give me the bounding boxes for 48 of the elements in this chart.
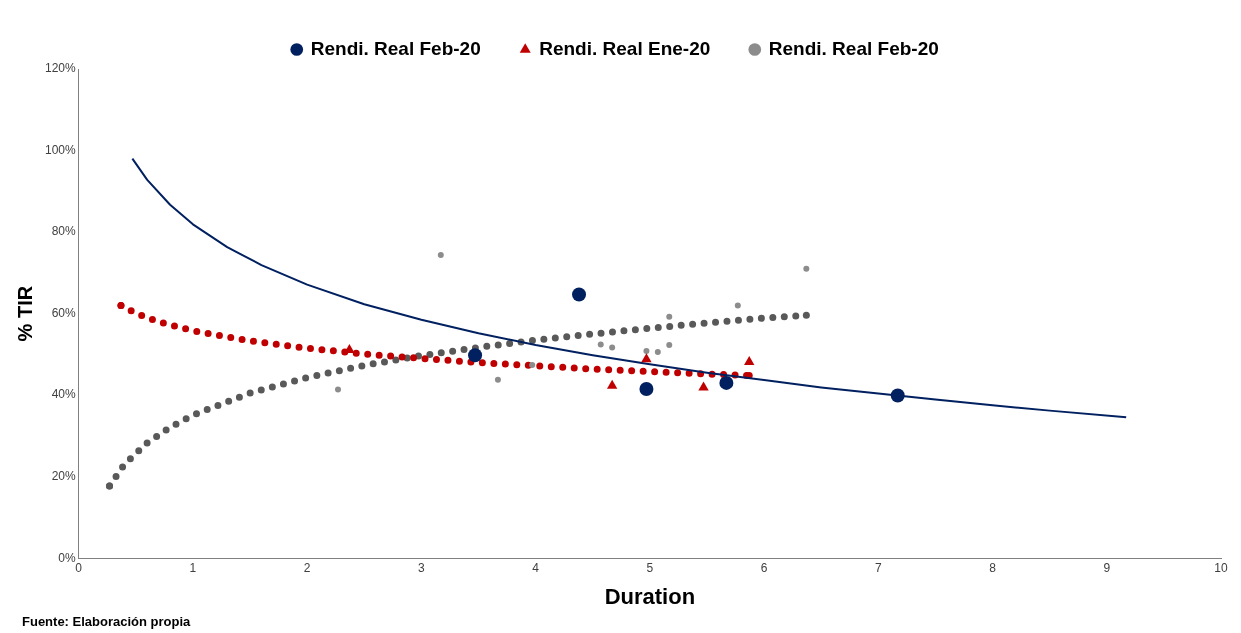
y-tick-label: 20% bbox=[51, 468, 77, 483]
y-tick-label: 120% bbox=[44, 61, 77, 76]
point bbox=[890, 388, 905, 403]
y-tick-label: 80% bbox=[51, 224, 77, 239]
point bbox=[335, 386, 341, 393]
point bbox=[106, 482, 114, 490]
point bbox=[734, 302, 741, 309]
point bbox=[666, 313, 673, 320]
x-tick-label: 8 bbox=[989, 560, 997, 575]
legend-label: Rendi. Real Feb-20 bbox=[768, 37, 939, 59]
point bbox=[698, 381, 709, 391]
point bbox=[117, 301, 125, 309]
source-note: Fuente: Elaboración propia bbox=[22, 614, 192, 630]
y-tick-label: 60% bbox=[51, 305, 77, 320]
point bbox=[641, 353, 652, 363]
y-tick-label: 0% bbox=[58, 550, 77, 565]
point bbox=[803, 265, 810, 272]
point bbox=[437, 251, 444, 258]
point bbox=[643, 348, 650, 355]
point bbox=[654, 348, 661, 355]
x-tick-label: 1 bbox=[189, 560, 197, 575]
point bbox=[639, 382, 654, 397]
x-tick-label: 3 bbox=[418, 560, 426, 575]
point bbox=[802, 311, 810, 319]
legend-label: Rendi. Real Feb-20 bbox=[310, 37, 481, 59]
x-tick-label: 4 bbox=[532, 560, 540, 575]
point bbox=[597, 341, 604, 348]
x-tick-label: 9 bbox=[1103, 560, 1111, 575]
point bbox=[606, 379, 618, 389]
x-tick-label: 6 bbox=[760, 560, 768, 575]
x-tick-label: 0 bbox=[75, 560, 83, 575]
point bbox=[494, 376, 501, 383]
point bbox=[666, 341, 673, 348]
x-tick-label: 2 bbox=[303, 560, 311, 575]
point bbox=[468, 348, 483, 363]
legend-label: Rendi. Real Ene-20 bbox=[539, 37, 711, 59]
x-tick-label: 5 bbox=[646, 560, 654, 575]
point bbox=[609, 344, 616, 351]
point bbox=[719, 375, 734, 390]
y-tick-label: 40% bbox=[51, 387, 77, 402]
y-axis-title: % TIR bbox=[13, 285, 36, 342]
x-tick-label: 10 bbox=[1214, 560, 1228, 575]
x-axis-title: Duration bbox=[604, 583, 696, 609]
y-tick-label: 100% bbox=[44, 142, 77, 157]
point bbox=[744, 356, 755, 366]
point bbox=[572, 287, 587, 302]
x-tick-label: 7 bbox=[874, 560, 882, 575]
point bbox=[529, 361, 536, 368]
